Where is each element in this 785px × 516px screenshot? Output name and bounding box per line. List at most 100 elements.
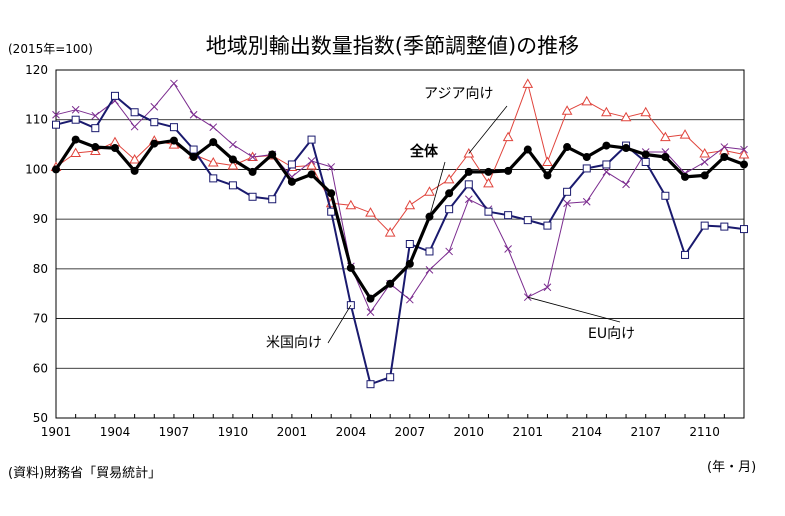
data-point <box>740 160 748 169</box>
data-point <box>327 189 336 198</box>
data-point <box>700 171 709 180</box>
data-point <box>169 136 178 145</box>
data-point <box>346 263 355 272</box>
data-point <box>464 195 473 204</box>
data-point <box>209 123 218 132</box>
annotation-leader-line <box>429 161 446 217</box>
y-tick-label: 110 <box>25 113 48 127</box>
data-point <box>740 225 748 234</box>
data-point <box>563 143 572 152</box>
data-point <box>582 197 591 206</box>
data-point <box>307 170 316 179</box>
x-tick-label: 1901 <box>41 425 72 439</box>
x-tick-label: 2007 <box>395 425 426 439</box>
data-point <box>681 172 690 181</box>
data-point <box>248 167 257 176</box>
data-point <box>502 131 514 142</box>
series-line <box>55 94 745 386</box>
data-point <box>424 186 435 196</box>
data-point <box>640 106 652 117</box>
data-point <box>307 135 316 144</box>
data-point <box>622 180 630 189</box>
series-asia <box>50 78 750 237</box>
y-tick-label: 100 <box>25 162 48 176</box>
series-label: アジア向け <box>424 86 493 102</box>
data-point <box>268 150 277 159</box>
data-point <box>720 143 729 151</box>
data-point <box>641 157 650 166</box>
data-point <box>661 191 670 200</box>
data-point <box>248 192 257 201</box>
source-note: (資料)財務省「貿易統計」 <box>8 466 162 481</box>
data-point <box>660 131 671 142</box>
data-point <box>268 195 277 204</box>
data-point <box>52 165 60 174</box>
data-point <box>91 124 100 133</box>
data-point <box>542 156 553 166</box>
annotation-leader-line <box>527 296 621 323</box>
y-tick-label: 50 <box>33 411 48 425</box>
data-point <box>679 129 691 139</box>
data-point <box>738 148 750 159</box>
data-point <box>720 222 729 231</box>
y-tick-label: 120 <box>25 63 48 77</box>
data-point <box>425 265 434 274</box>
y-tick-label: 70 <box>33 312 48 326</box>
base-year-note: (2015年=100) <box>8 42 93 56</box>
data-point <box>71 115 80 124</box>
x-tick-label: 2010 <box>454 425 485 439</box>
data-point <box>582 153 591 161</box>
data-point <box>504 211 513 220</box>
data-point <box>209 138 218 147</box>
data-point <box>464 167 473 176</box>
x-tick-label: 2107 <box>630 425 661 439</box>
data-point <box>425 247 434 256</box>
x-tick-label: 1904 <box>100 425 131 439</box>
data-point <box>543 171 552 180</box>
annotation-leader-line <box>468 105 508 154</box>
data-point <box>483 177 494 188</box>
data-point <box>70 147 82 158</box>
data-point <box>602 160 611 169</box>
data-point <box>130 122 139 131</box>
x-tick-label: 2004 <box>336 425 367 439</box>
data-point <box>464 180 473 189</box>
data-point <box>306 159 317 170</box>
data-point <box>129 153 140 164</box>
data-point <box>523 145 532 154</box>
data-point <box>227 159 239 170</box>
data-point <box>287 177 296 186</box>
data-point <box>443 173 455 184</box>
series-line <box>55 82 745 313</box>
data-point <box>563 199 571 208</box>
data-point <box>504 245 512 253</box>
data-point <box>327 163 336 171</box>
data-point <box>681 250 690 259</box>
x-unit-label: (年・月) <box>707 460 757 475</box>
series-lines <box>50 78 750 389</box>
data-point <box>523 216 532 225</box>
data-point <box>601 106 612 117</box>
data-point <box>150 102 159 111</box>
data-point <box>386 373 395 382</box>
series-label: EU向け <box>588 326 635 342</box>
data-point <box>543 283 552 292</box>
data-point <box>366 380 375 389</box>
data-point <box>130 166 139 175</box>
data-point <box>189 110 198 119</box>
data-point <box>287 160 296 169</box>
data-point <box>366 294 375 303</box>
data-point <box>229 140 237 149</box>
data-point <box>228 155 237 164</box>
data-point <box>484 167 493 176</box>
series-line <box>55 83 745 234</box>
data-point <box>169 123 178 132</box>
data-point <box>740 145 748 154</box>
data-point <box>386 279 395 288</box>
data-point <box>700 221 709 230</box>
data-point <box>699 148 711 158</box>
data-point <box>52 120 60 129</box>
chart-title: 地域別輸出数量指数(季節調整値)の推移 <box>205 34 580 58</box>
data-point <box>345 199 357 210</box>
